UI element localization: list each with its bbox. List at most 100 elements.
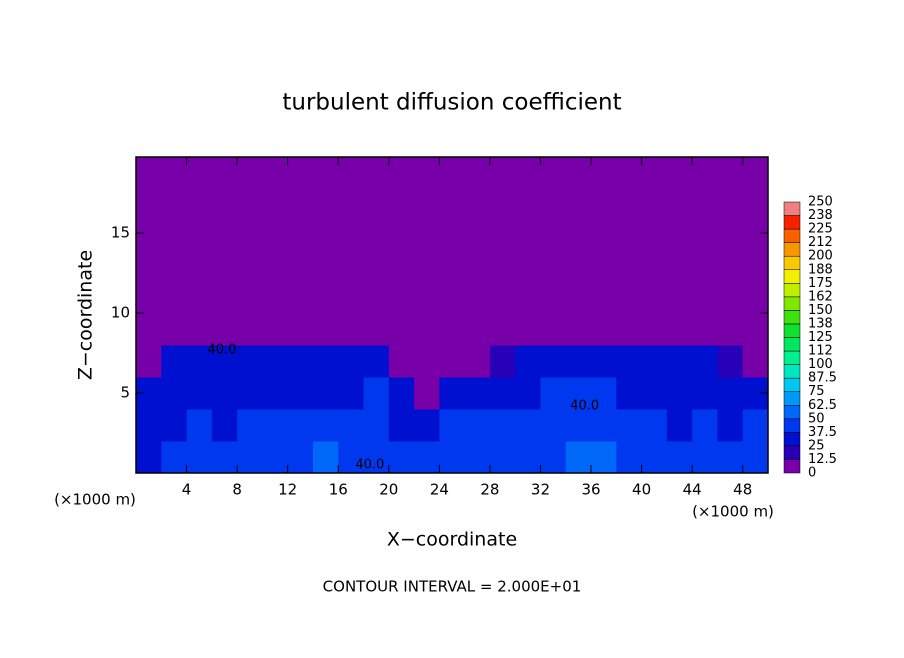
heat-cell [565, 157, 592, 346]
colorbar-label: 75 [808, 384, 825, 399]
heat-cell [312, 409, 339, 442]
colorbar-swatch [783, 364, 801, 379]
x-tick-label: 24 [430, 481, 449, 499]
heat-cell [666, 377, 693, 410]
heat-cell [489, 157, 516, 346]
heat-cell [666, 345, 693, 378]
contour-label: 40.0 [570, 398, 599, 413]
colorbar-label: 0 [808, 466, 816, 481]
heat-cell [616, 441, 643, 474]
heat-cell [414, 441, 440, 474]
heat-cell [136, 157, 162, 346]
x-tick-label: 4 [182, 481, 192, 499]
heat-cell [565, 377, 592, 410]
heat-cell [262, 377, 289, 410]
heat-cell [489, 409, 516, 442]
heat-cell [211, 345, 238, 378]
colorbar-label: 150 [808, 303, 833, 318]
heat-cell [237, 345, 263, 378]
x-tick-label: 8 [232, 481, 242, 499]
colorbar-label: 62.5 [808, 398, 837, 413]
heat-cell [312, 157, 339, 346]
heat-cell [363, 157, 390, 346]
heat-cell [237, 377, 263, 410]
heat-cell [515, 345, 541, 378]
x-unit-label: (×1000 m) [54, 491, 136, 509]
heat-cell [692, 441, 718, 474]
heat-cell [388, 409, 415, 442]
heat-cell [262, 409, 289, 442]
colorbar-swatch [783, 283, 801, 298]
colorbar-swatch [783, 459, 801, 474]
heat-cell [641, 157, 668, 346]
heat-cell [211, 157, 238, 346]
heat-cell [742, 409, 769, 442]
colorbar-swatch [783, 255, 801, 271]
heat-cell [338, 157, 365, 346]
heat-cell [211, 409, 238, 442]
heat-cell [565, 441, 592, 474]
heat-cell [616, 377, 643, 410]
colorbar-label: 188 [808, 262, 833, 277]
heat-cell [717, 157, 744, 346]
heat-cell [312, 441, 339, 474]
heat-cell [338, 345, 365, 378]
heat-cell [363, 441, 390, 474]
heat-cell [161, 377, 188, 410]
y-tick-label: 5 [120, 384, 130, 402]
heat-cell [641, 441, 668, 474]
heat-cell [591, 441, 617, 474]
colorbar-label: 225 [808, 222, 833, 237]
colorbar-swatch [783, 323, 801, 338]
colorbar-label: 25 [808, 438, 825, 453]
heat-cell [211, 377, 238, 410]
heat-cell [692, 157, 718, 346]
heat-cell [414, 345, 440, 378]
heat-cell [237, 157, 263, 346]
heat-cell [540, 377, 567, 410]
colorbar-swatch [783, 405, 801, 420]
colorbar-label: 12.5 [808, 452, 837, 467]
heat-cell [136, 409, 162, 442]
heat-cell [414, 409, 440, 442]
heat-cell [464, 441, 491, 474]
heat-cell [742, 345, 769, 378]
x-tick-label: 32 [531, 481, 550, 499]
colorbar-swatch [783, 242, 801, 257]
heat-cell [186, 409, 213, 442]
colorbar-label: 138 [808, 316, 833, 331]
heat-cell [161, 409, 188, 442]
heat-cell [666, 409, 693, 442]
heat-cell [388, 441, 415, 474]
x-unit-label: (×1000 m) [692, 503, 774, 521]
heat-cell [717, 377, 744, 410]
colorbar-label: 238 [808, 208, 833, 223]
heat-cell [161, 157, 188, 346]
colorbar-label: 200 [808, 249, 833, 264]
x-tick-label: 36 [581, 481, 600, 499]
chart-title: turbulent diffusion coefficient [282, 90, 621, 116]
heat-cell [616, 157, 643, 346]
heat-cell [515, 441, 541, 474]
y-tick-label: 15 [111, 224, 130, 242]
heat-cell [591, 377, 617, 410]
heat-cell [641, 377, 668, 410]
colorbar-swatch [783, 377, 801, 392]
heat-cell [717, 409, 744, 442]
heat-cell [262, 441, 289, 474]
heat-cell [161, 441, 188, 474]
colorbar-label: 100 [808, 357, 833, 372]
heat-cell [338, 441, 365, 474]
heat-cell [464, 157, 491, 346]
heat-cell [489, 441, 516, 474]
heat-cell [237, 409, 263, 442]
heat-cell [414, 377, 440, 410]
colorbar-swatch [783, 391, 801, 406]
heat-cell [312, 377, 339, 410]
colorbar-label: 125 [808, 330, 833, 345]
heat-cell [211, 441, 238, 474]
heat-cell [136, 345, 162, 378]
heat-cell [136, 441, 162, 474]
heat-cell [464, 345, 491, 378]
